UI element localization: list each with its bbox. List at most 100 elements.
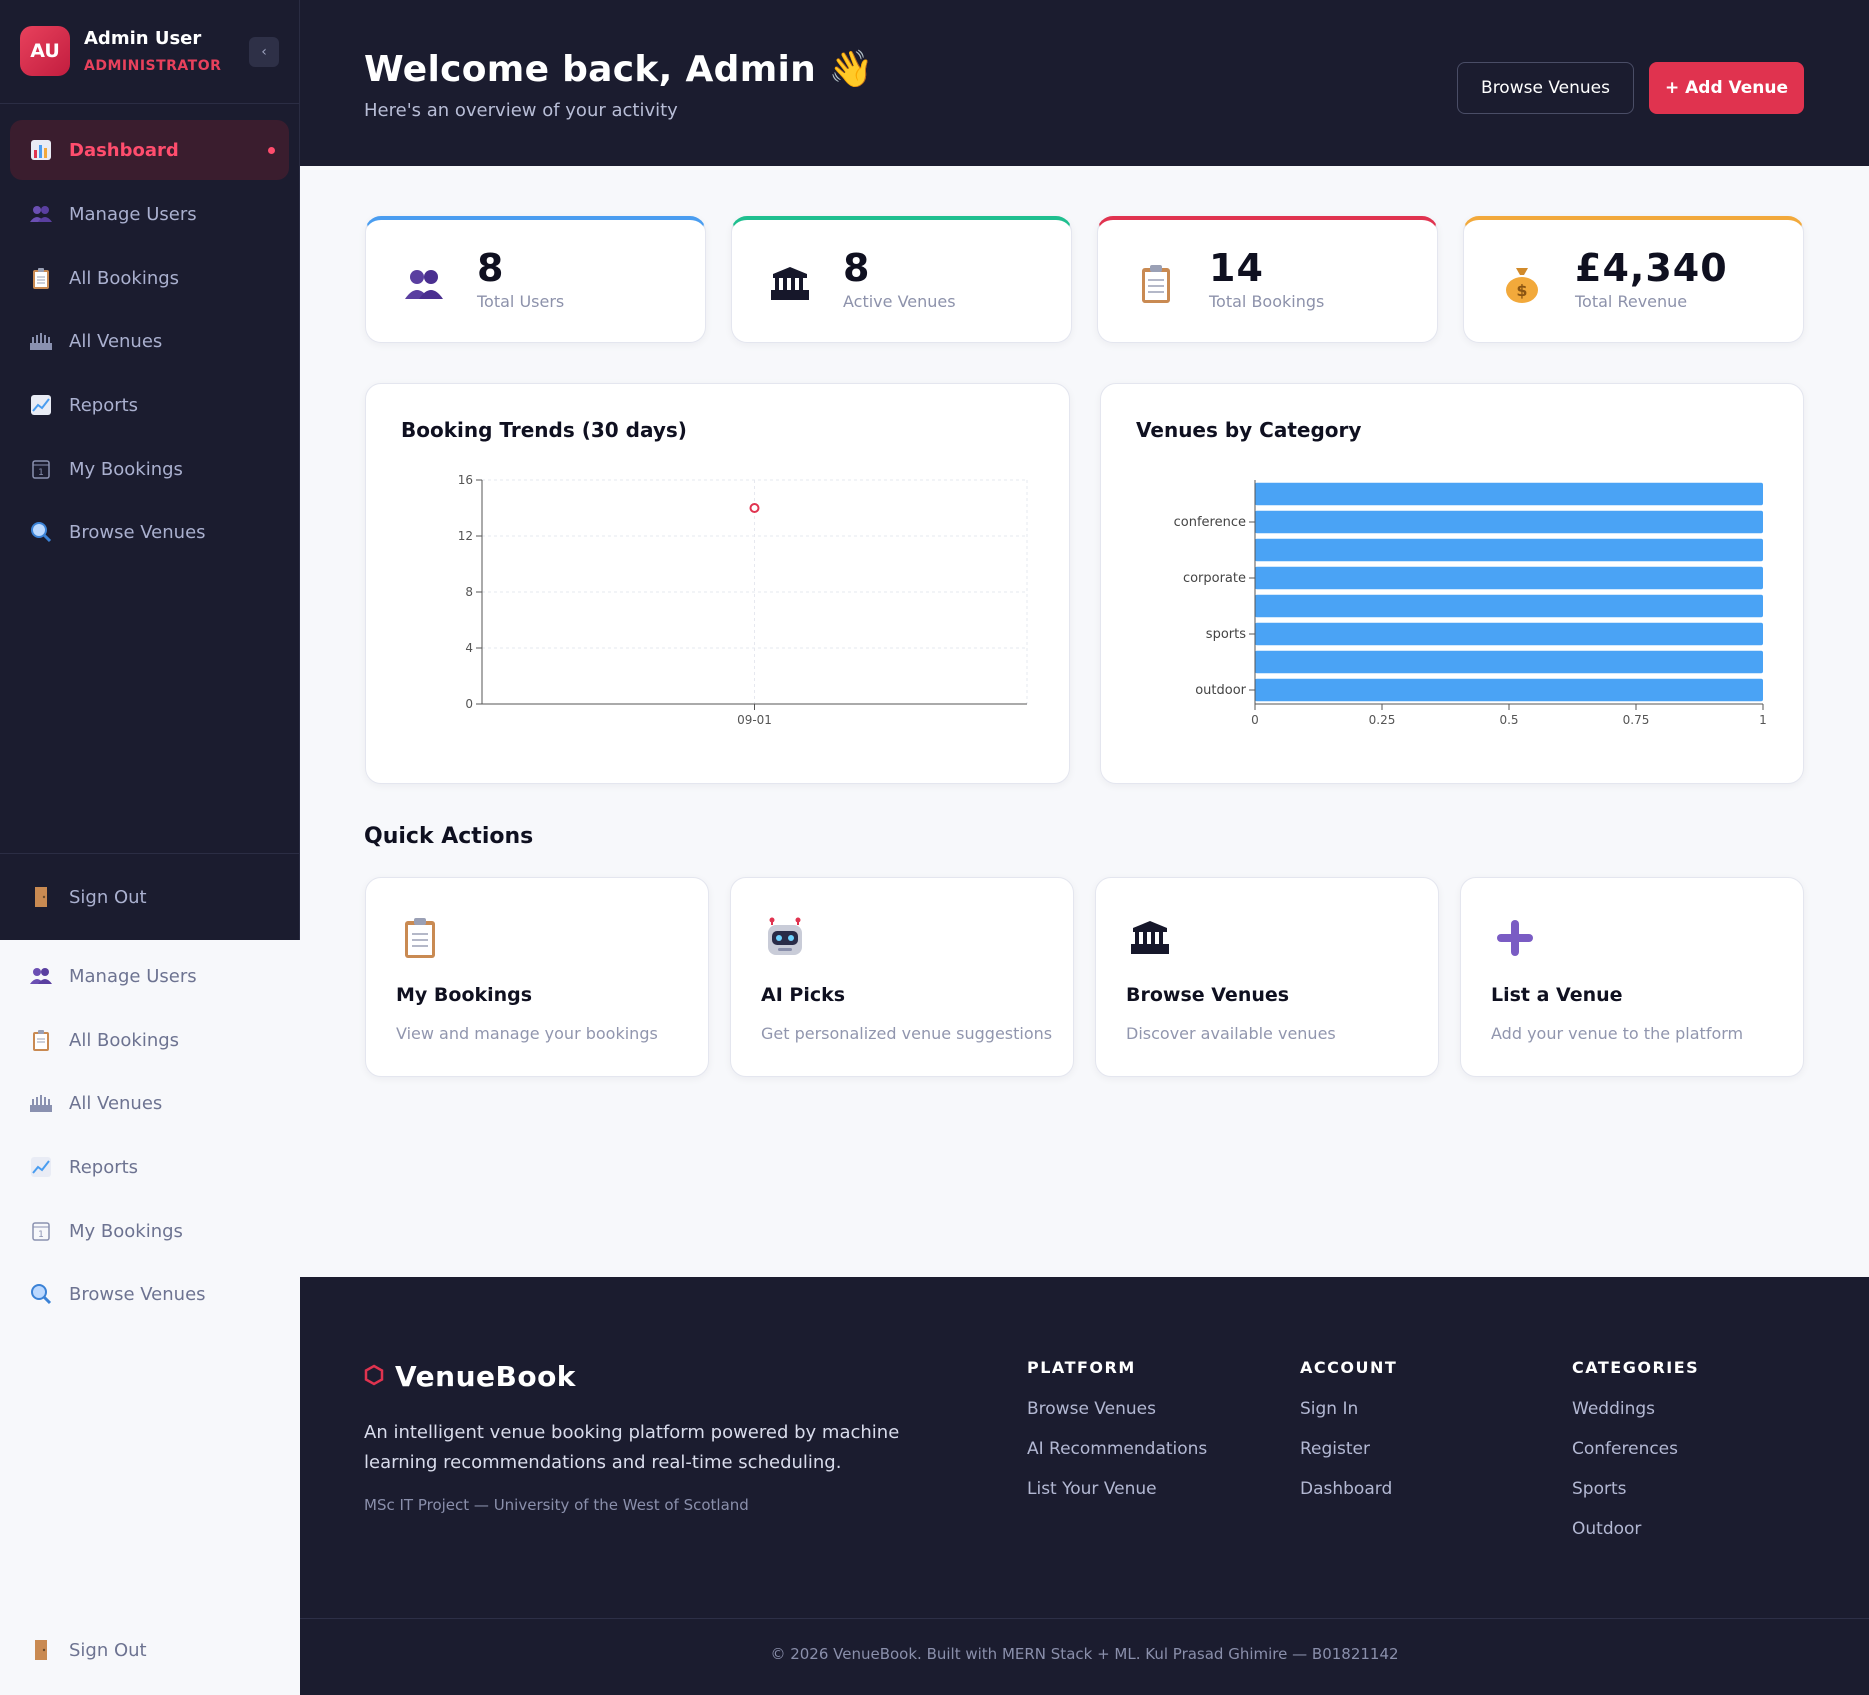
hexagon-logo-icon: [364, 1364, 384, 1390]
stat-card-active-venues: 8 Active Venues: [731, 216, 1072, 343]
users-icon: [28, 965, 54, 987]
profile-section: AU Admin User ADMINISTRATOR ‹: [0, 0, 300, 104]
sidebar-item-label: Browse Venues: [69, 1283, 206, 1305]
footer-col-title-categories: CATEGORIES: [1572, 1358, 1700, 1377]
footer-description: An intelligent venue booking platform po…: [364, 1422, 900, 1473]
sidebar-item-manage-users[interactable]: Manage Users: [10, 184, 289, 244]
sidebar-divider: [0, 853, 300, 854]
page-header: [300, 0, 1869, 166]
stat-card-total-users: 8 Total Users: [365, 216, 706, 343]
footer-col-title-platform: PLATFORM: [1027, 1358, 1136, 1377]
users-icon: [402, 262, 446, 306]
sidebar-item-label: All Venues: [69, 1092, 163, 1114]
sidebar-item-my-bookings[interactable]: 1 My Bookings: [10, 439, 289, 499]
add-venue-button[interactable]: + Add Venue: [1649, 62, 1804, 114]
venues-by-category-card: Venues by Category conference corporate sp…: [1100, 383, 1804, 784]
page-title: Welcome back, Admin 👋: [364, 49, 875, 90]
svg-text:1: 1: [38, 1230, 44, 1240]
category-bar: [1255, 510, 1763, 534]
quick-action-desc: Get personalized venue suggestions: [761, 1024, 1053, 1043]
sidebar-item-dashboard[interactable]: Dashboard: [10, 120, 289, 180]
sidebar-item-browse-venues[interactable]: Browse Venues: [10, 1264, 289, 1324]
category-label: outdoor: [1195, 683, 1246, 698]
sidebar-item-label: Reports: [69, 1156, 139, 1178]
y-tick-label: 0: [465, 697, 473, 711]
sign-out-label: Sign Out: [69, 1639, 147, 1661]
users-icon: [28, 203, 54, 225]
y-tick-label: 4: [465, 641, 473, 655]
quick-action-desc: View and manage your bookings: [396, 1024, 658, 1043]
sidebar-item-browse-venues[interactable]: Browse Venues: [10, 502, 289, 562]
quick-action-browse-venues[interactable]: Browse Venues Discover available venues: [1095, 877, 1439, 1077]
door-icon: [28, 1639, 54, 1661]
x-tick-label: 09-01: [737, 713, 772, 727]
category-label: corporate: [1183, 571, 1246, 586]
sidebar-item-label: Browse Venues: [69, 521, 206, 543]
sidebar-item-my-bookings[interactable]: 1 My Bookings: [10, 1201, 289, 1261]
x-tick-label: 0.5: [1499, 713, 1518, 727]
magnifier-icon: [28, 1283, 54, 1305]
footer-col-title-account: ACCOUNT: [1300, 1358, 1398, 1377]
stat-label: Total Users: [477, 292, 565, 311]
footer-brand: VenueBook: [395, 1360, 576, 1393]
svg-text:1: 1: [38, 468, 44, 478]
sidebar-item-label: All Venues: [69, 330, 163, 352]
quick-action-name: AI Picks: [761, 984, 846, 1006]
collapse-sidebar-button[interactable]: ‹: [249, 37, 279, 67]
magnifier-icon: [28, 521, 54, 543]
footer-link-ai-recommendations[interactable]: AI Recommendations: [1027, 1439, 1208, 1459]
data-point: [749, 503, 760, 513]
category-bar: [1255, 678, 1763, 702]
sign-out-button[interactable]: Sign Out: [10, 1620, 289, 1680]
sidebar-item-manage-users[interactable]: Manage Users: [10, 946, 289, 1006]
sidebar-item-all-bookings[interactable]: All Bookings: [10, 248, 289, 308]
x-tick-label: 0: [1251, 713, 1259, 727]
clipboard-icon: [28, 267, 54, 289]
footer-link-register[interactable]: Register: [1300, 1439, 1370, 1459]
footer-link-browse-venues[interactable]: Browse Venues: [1027, 1399, 1156, 1419]
footer-divider: [300, 1618, 1869, 1619]
calendar-icon: 1: [28, 458, 54, 480]
sidebar-item-all-venues[interactable]: All Venues: [10, 311, 289, 371]
sidebar-item-reports[interactable]: Reports: [10, 375, 289, 435]
sidebar-item-reports[interactable]: Reports: [10, 1137, 289, 1197]
category-bar: [1255, 538, 1763, 562]
chart-title: Booking Trends (30 days): [401, 418, 687, 442]
category-bar: [1255, 482, 1763, 506]
sidebar-item-all-venues[interactable]: All Venues: [10, 1073, 289, 1133]
stat-label: Total Revenue: [1575, 292, 1688, 311]
footer-link-sign-in[interactable]: Sign In: [1300, 1399, 1359, 1419]
footer-link-outdoor[interactable]: Outdoor: [1572, 1519, 1642, 1539]
booking-trends-chart: 0 4 8 12 16 09-01: [458, 473, 1028, 727]
quick-action-desc: Discover available venues: [1126, 1024, 1336, 1043]
venues-by-category-chart: conference corporate sports outdoor 0 0.25 0.5…: [1174, 480, 1767, 727]
stat-value: 14: [1209, 246, 1264, 290]
footer-link-dashboard[interactable]: Dashboard: [1300, 1479, 1393, 1499]
stat-label: Total Bookings: [1209, 292, 1325, 311]
quick-action-desc: Add your venue to the platform: [1491, 1024, 1744, 1043]
sign-out-button[interactable]: Sign Out: [10, 867, 289, 927]
quick-action-list-a-venue[interactable]: List a Venue Add your venue to the platf…: [1460, 877, 1804, 1077]
footer-link-sports[interactable]: Sports: [1572, 1479, 1627, 1499]
footer-link-conferences[interactable]: Conferences: [1572, 1439, 1679, 1459]
stat-value: 8: [477, 246, 505, 290]
browse-venues-button[interactable]: Browse Venues: [1457, 62, 1634, 114]
stadium-icon: [28, 1092, 54, 1114]
category-bar: [1255, 594, 1763, 618]
y-tick-label: 8: [465, 585, 473, 599]
footer-link-list-your-venue[interactable]: List Your Venue: [1027, 1479, 1157, 1499]
stat-value: £4,340: [1575, 246, 1728, 290]
sidebar-item-label: All Bookings: [69, 1029, 180, 1051]
quick-action-ai-picks[interactable]: AI Picks Get personalized venue suggesti…: [730, 877, 1074, 1077]
line-chart-icon: [28, 1156, 54, 1178]
stat-card-total-bookings: 14 Total Bookings: [1097, 216, 1438, 343]
quick-action-my-bookings[interactable]: My Bookings View and manage your booking…: [365, 877, 709, 1077]
footer: [300, 1277, 1869, 1695]
svg-text:$: $: [1516, 281, 1527, 300]
stadium-icon: [28, 330, 54, 352]
sidebar-item-all-bookings[interactable]: All Bookings: [10, 1010, 289, 1070]
category-label: sports: [1206, 627, 1246, 642]
category-bar: [1255, 566, 1763, 590]
footer-link-weddings[interactable]: Weddings: [1572, 1399, 1655, 1419]
sign-out-label: Sign Out: [69, 886, 147, 908]
